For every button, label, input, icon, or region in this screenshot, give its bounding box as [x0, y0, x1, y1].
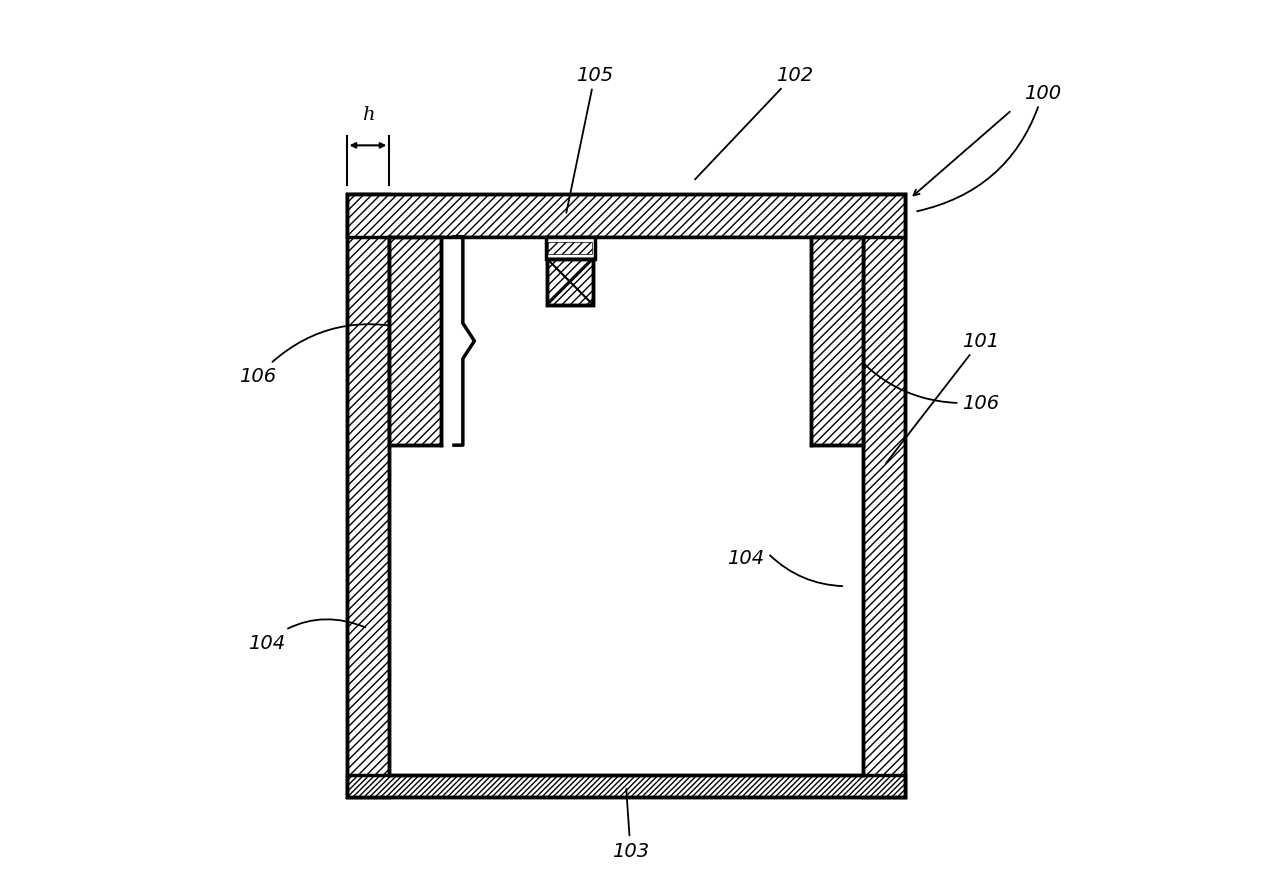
Text: l: l [485, 332, 492, 351]
Text: 101: 101 [886, 331, 1000, 464]
Bar [390, 237, 440, 446]
Bar [546, 237, 595, 260]
Text: 106: 106 [240, 325, 412, 386]
Bar [347, 195, 905, 237]
Bar [390, 237, 863, 775]
Text: 100: 100 [917, 83, 1062, 212]
Bar [547, 260, 593, 306]
Bar [811, 237, 863, 446]
Bar [347, 195, 905, 797]
Bar [440, 237, 811, 446]
Bar [390, 237, 440, 446]
Text: 104: 104 [248, 619, 366, 652]
Bar [347, 775, 905, 797]
Text: 102: 102 [695, 66, 813, 180]
Bar [440, 237, 863, 446]
Text: 104: 104 [728, 548, 764, 568]
Bar [863, 195, 905, 797]
Text: 103: 103 [612, 789, 649, 860]
Bar [547, 260, 593, 306]
Bar [549, 243, 591, 255]
Text: 106: 106 [839, 333, 1000, 413]
Text: 105: 105 [566, 66, 614, 214]
Bar [347, 195, 390, 797]
Text: h: h [362, 106, 375, 124]
